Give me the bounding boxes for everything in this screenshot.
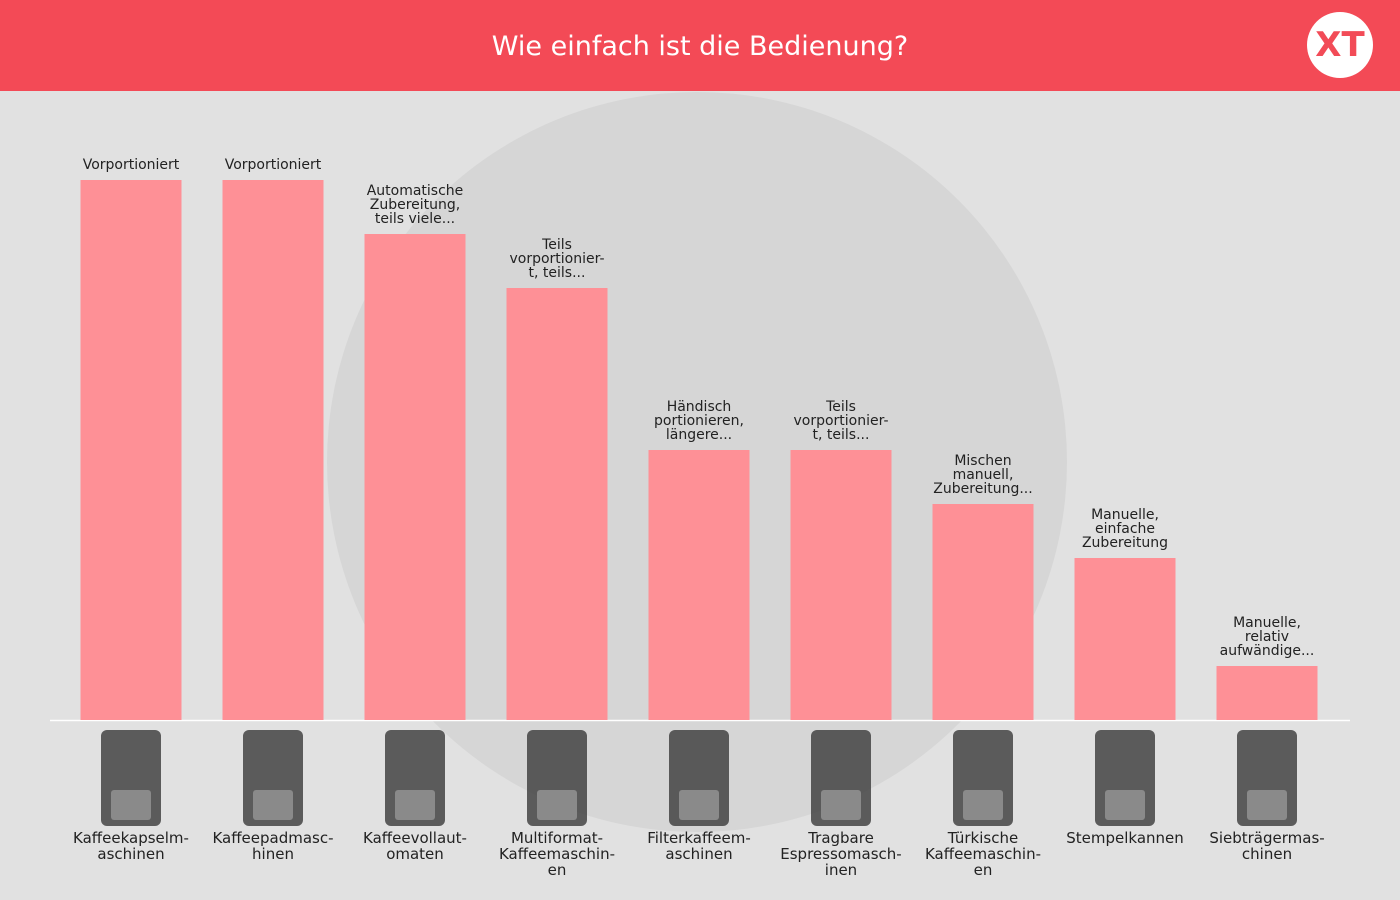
bar [506,288,608,720]
bar [648,450,750,720]
product-image-detail [395,790,435,820]
value-label: Vorportioniert [224,157,322,173]
x-tick-label: Siebträgermas- chinen [1209,829,1325,863]
x-tick-label: Kaffeekapselm- aschinen [73,829,189,863]
bar [364,234,466,720]
product-image-detail [821,790,861,820]
value-label: Teils vorportionier- t, teils... [509,237,605,281]
value-label: Teils vorportionier- t, teils... [793,399,889,443]
bar [222,180,324,720]
x-tick-label: Kaffeevollaut- omaten [363,829,467,863]
bar [80,180,182,720]
bar [1216,666,1318,720]
x-tick-label: Stempelkannen [1066,829,1184,847]
chart-title: Wie einfach ist die Bedienung? [491,31,909,62]
product-image-detail [1105,790,1145,820]
x-tick-label: Filterkaffeem- aschinen [647,829,751,863]
bar [790,450,892,720]
value-label: Händisch portionieren, längere... [654,399,744,443]
value-label: Mischen manuell, Zubereitung... [933,453,1033,497]
logo-circle [1307,12,1373,78]
product-image-detail [1247,790,1287,820]
x-tick-label: Kaffeepadmasc- hinen [212,829,334,863]
product-image-detail [963,790,1003,820]
value-label: Automatische Zubereitung, teils viele... [366,183,464,227]
product-image-detail [537,790,577,820]
product-image-detail [253,790,293,820]
bar [1074,558,1176,720]
bar [932,504,1034,720]
value-label: Vorportioniert [82,157,180,173]
value-label: Manuelle, relativ aufwändige... [1219,615,1315,659]
x-tick-label: Türkische Kaffeemaschin- en [924,829,1041,879]
x-tick-label: Tragbare Espressomasch- inen [780,829,902,879]
logo: XT [1315,25,1365,65]
header [0,0,1400,91]
value-label: Manuelle, einfache Zubereitung [1081,507,1169,551]
product-image-detail [111,790,151,820]
x-tick-label: Multiformat- Kaffeemaschin- en [498,829,615,879]
product-image-detail [679,790,719,820]
